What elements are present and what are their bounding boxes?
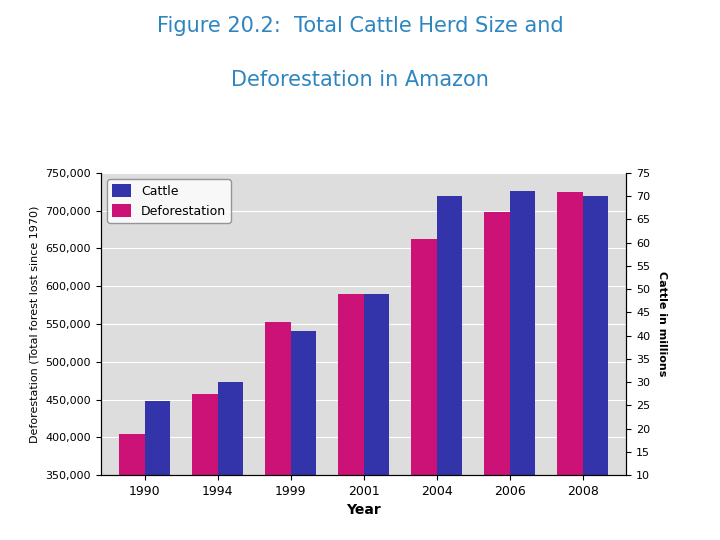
Bar: [145, 401, 170, 540]
Bar: [436, 196, 462, 540]
X-axis label: Year: Year: [346, 503, 381, 517]
Bar: [291, 331, 316, 540]
Bar: [484, 212, 510, 540]
Legend: Cattle, Deforestation: Cattle, Deforestation: [107, 179, 231, 222]
Y-axis label: Deforestation (Total forest lost since 1970): Deforestation (Total forest lost since 1…: [30, 205, 40, 443]
Bar: [510, 191, 535, 540]
Bar: [338, 294, 364, 540]
Bar: [411, 239, 436, 540]
Text: Deforestation in Amazon: Deforestation in Amazon: [231, 70, 489, 90]
Bar: [192, 394, 217, 540]
Text: Figure 20.2:  Total Cattle Herd Size and: Figure 20.2: Total Cattle Herd Size and: [157, 16, 563, 36]
Bar: [582, 196, 608, 540]
Bar: [265, 322, 291, 540]
Bar: [557, 192, 582, 540]
Y-axis label: Cattle in millions: Cattle in millions: [657, 271, 667, 377]
Bar: [119, 434, 145, 540]
Bar: [217, 382, 243, 540]
Bar: [364, 294, 389, 540]
